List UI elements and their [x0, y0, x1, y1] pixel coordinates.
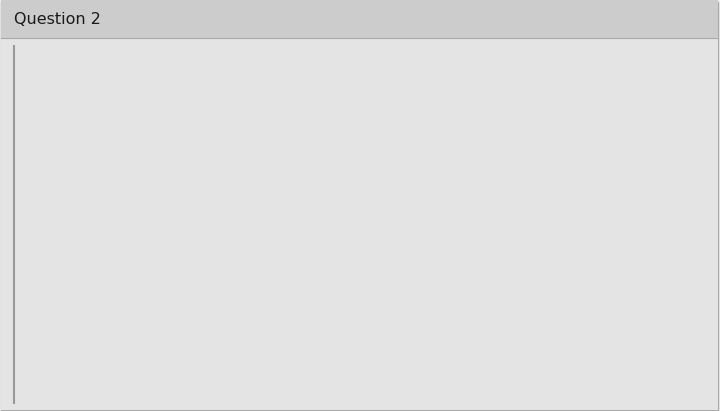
Text: during the reaction.: during the reaction.	[82, 111, 222, 125]
Text: [ Select ]: [ Select ]	[326, 215, 387, 229]
Text: enthalpy: enthalpy	[226, 57, 294, 71]
Text: of a mixture of gaseous reactants: of a mixture of gaseous reactants	[294, 57, 534, 71]
FancyBboxPatch shape	[318, 210, 513, 234]
Text: during a certain chemical reaction, which is carried out at a constant pressure.: during a certain chemical reaction, whic…	[22, 75, 677, 89]
Text: Measurements show that the: Measurements show that the	[22, 57, 226, 71]
Text: .: .	[516, 215, 521, 229]
FancyBboxPatch shape	[112, 158, 282, 182]
Text: carefully monitoring the volume change it is determined that −161.kJ of work is : carefully monitoring the volume change i…	[22, 93, 654, 107]
Text: .: .	[285, 163, 289, 177]
Text: v: v	[650, 270, 656, 280]
Text: This reaction is: This reaction is	[22, 163, 126, 177]
Text: During the reaction, the volume of the mixture: During the reaction, the volume of the m…	[22, 215, 343, 229]
FancyBboxPatch shape	[466, 262, 666, 286]
Text: mixture: mixture	[22, 111, 82, 125]
Text: Question 2: Question 2	[14, 12, 101, 26]
Text: [ Select ]: [ Select ]	[120, 163, 181, 177]
Text: −: −	[22, 384, 32, 394]
Text: decreases by 123. kJ: decreases by 123. kJ	[534, 57, 693, 71]
Text: v: v	[266, 166, 271, 176]
Text: v: v	[497, 218, 503, 228]
Text: The change in energy of the gas mixture during the reaction is: The change in energy of the gas mixture …	[22, 267, 453, 281]
Text: [ Select ]: [ Select ]	[474, 267, 536, 281]
Text: .: .	[669, 267, 673, 281]
